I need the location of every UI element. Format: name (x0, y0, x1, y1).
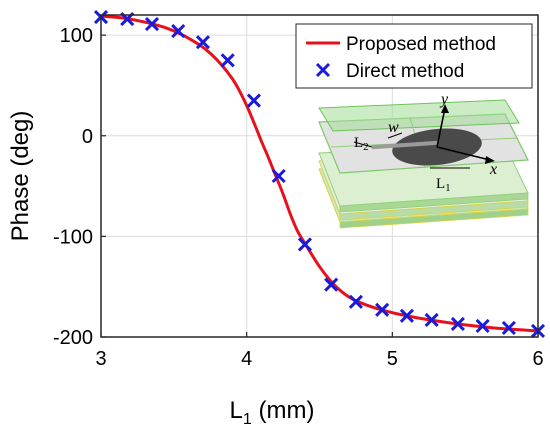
marker-stroke (297, 237, 312, 252)
x-axis-label: L1 (mm) (230, 397, 315, 428)
y-tick-label: 0 (82, 126, 93, 148)
inset-label-l2-subscript: 2 (363, 141, 369, 153)
marker-direct-method (375, 302, 390, 317)
marker-direct-method (399, 308, 414, 323)
marker-direct-method (501, 320, 516, 336)
marker-stroke (195, 35, 211, 50)
inset-label-l2: L2 (354, 135, 369, 153)
plot-area-frame (100, 14, 539, 338)
marker-direct-method (271, 168, 286, 184)
marker-stroke (220, 53, 235, 68)
marker-stroke (450, 316, 465, 331)
x-axis-label-subscript: 1 (243, 411, 252, 428)
marker-direct-method (424, 312, 439, 327)
inset-l2-indicator (353, 141, 373, 148)
x-axis-label-unit: (mm) (252, 397, 315, 424)
inset-w-indicator (387, 132, 403, 139)
inset-top-cover (318, 99, 520, 132)
x-tick-label: 5 (387, 348, 398, 370)
marker-stroke (271, 168, 286, 184)
marker-direct-method (171, 24, 186, 39)
legend-label-proposed: Proposed method (346, 34, 496, 55)
inset-label-l1: L1 (436, 176, 451, 194)
y-tick-label: 100 (60, 25, 93, 47)
marker-direct-method (195, 35, 211, 50)
marker-stroke (246, 93, 262, 108)
marker-stroke (348, 294, 363, 309)
legend-swatch-direct (315, 62, 331, 78)
inset-substrate-edge (339, 208, 529, 229)
marker-stroke (324, 277, 339, 292)
marker-stroke (399, 308, 414, 323)
marker-stroke (144, 16, 160, 32)
marker-direct-method (220, 53, 235, 68)
inset-label-w-main: w (388, 119, 399, 136)
marker-direct-method (297, 237, 312, 252)
x-axis-label-main: L (230, 397, 243, 424)
legend: Proposed method Direct method (295, 23, 533, 89)
x-tick-label: 6 (532, 348, 543, 370)
marker-stroke (475, 318, 490, 333)
inset-label-w: w (388, 119, 399, 136)
legend-label-direct: Direct method (346, 61, 464, 82)
inset-x-axis-arrow (436, 146, 491, 161)
marker-stroke (501, 320, 516, 336)
marker-stroke (424, 312, 439, 327)
inset-y-arrowhead (441, 104, 449, 113)
marker-direct-method (144, 16, 160, 32)
y-axis-label: Phase (deg) (7, 111, 34, 242)
inset-substrate-edge (339, 200, 529, 221)
inset-feed-strip (371, 140, 439, 150)
inset-label-x: x (489, 161, 497, 178)
tick-layer: 3 4 5 6 100 0 -100 -200 (53, 25, 544, 370)
inset-label-y: y (439, 91, 449, 108)
marker-direct-method (450, 316, 465, 331)
inset-label-l2-main: L (354, 135, 363, 151)
x-tick-label: 3 (95, 348, 106, 370)
inset-substrate-edge (339, 192, 529, 213)
y-tick-label: -200 (53, 327, 93, 349)
marker-direct-method (348, 294, 363, 309)
y-tick-label: -100 (53, 226, 93, 248)
inset-label-l1-main: L (436, 176, 445, 192)
marker-stroke (375, 302, 390, 317)
marker-direct-method (475, 318, 490, 333)
x-tick-label: 4 (241, 348, 252, 370)
inset-label-x-main: x (489, 161, 497, 178)
marker-stroke (171, 24, 186, 39)
inset-y-axis-arrow (436, 107, 446, 148)
marker-direct-method (246, 93, 262, 108)
inset-label-l1-subscript: 1 (445, 182, 451, 194)
legend-box (295, 23, 533, 89)
inset-label-y-main: y (439, 91, 449, 108)
marker-direct-method (324, 277, 339, 292)
inset-x-arrowhead (485, 156, 495, 164)
legend-marker-stroke (315, 62, 331, 78)
